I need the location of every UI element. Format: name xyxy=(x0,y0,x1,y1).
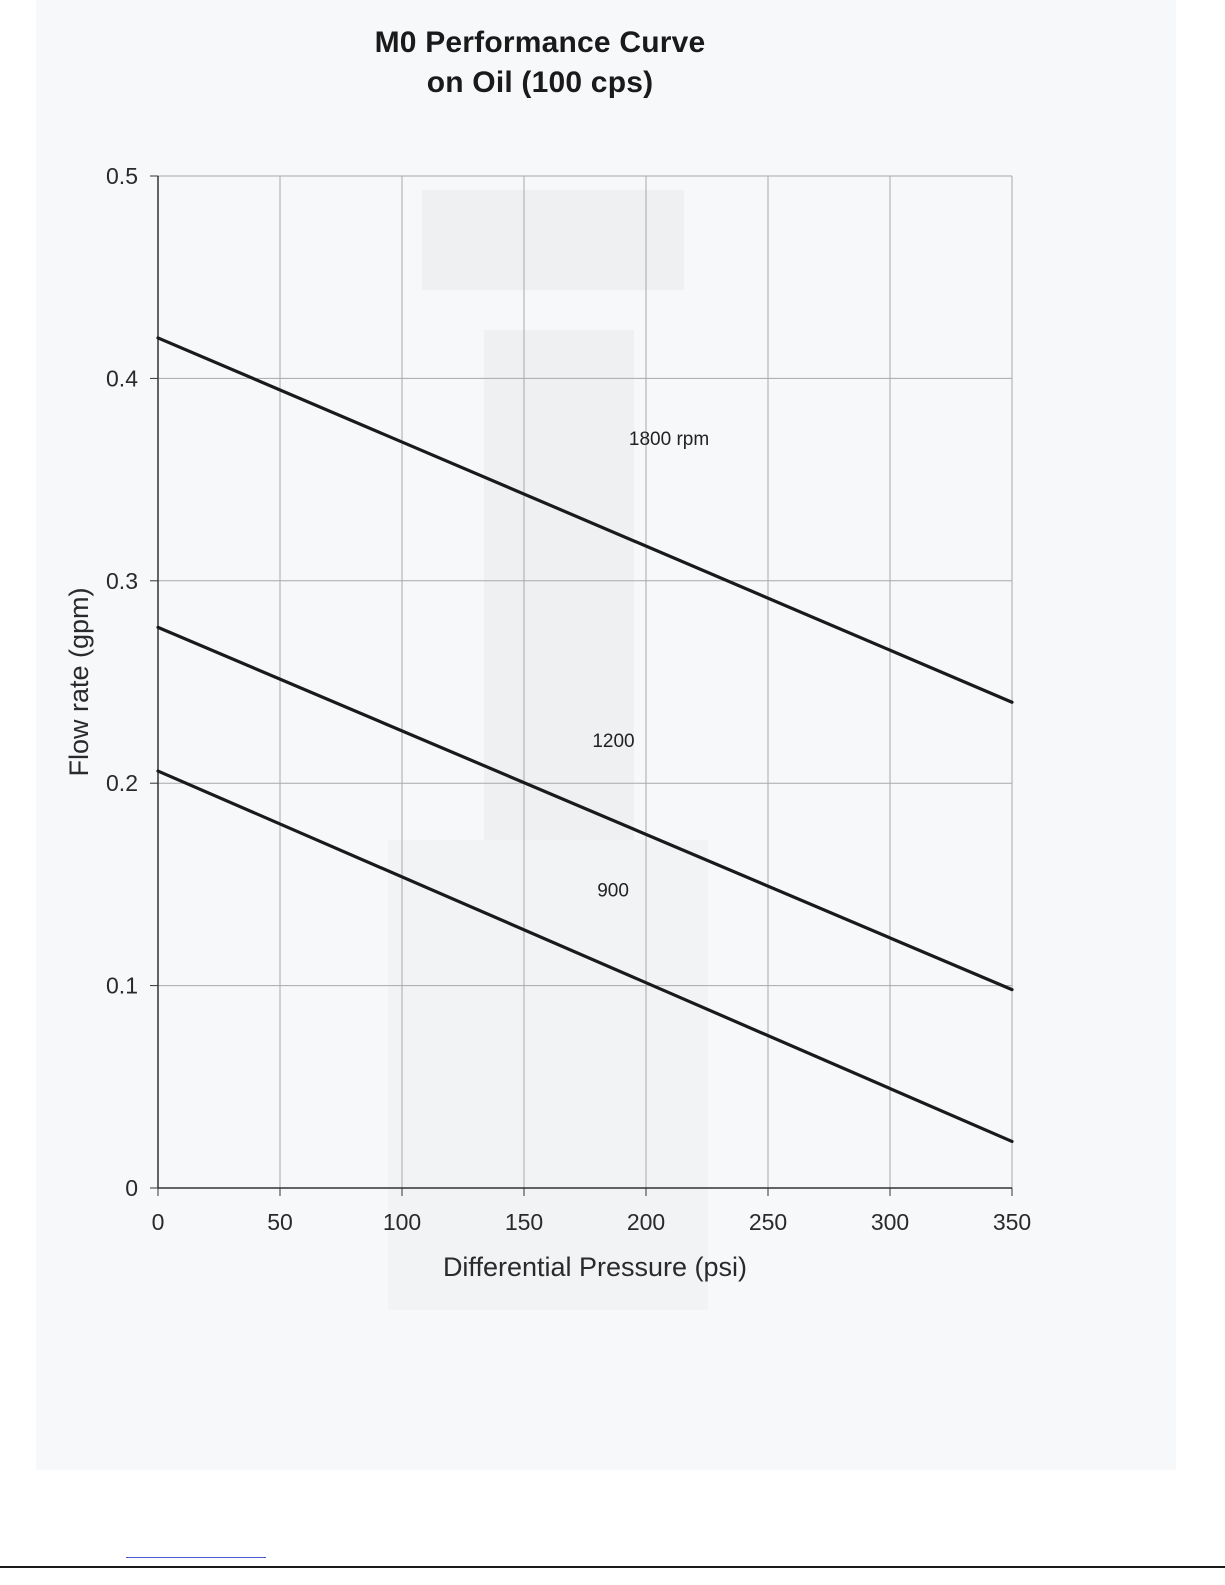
series-line-1 xyxy=(156,336,1014,704)
chart-title: M0 Performance Curve xyxy=(374,26,706,59)
scan-shadow-top xyxy=(422,190,684,290)
page-bottom-rule xyxy=(0,1566,1225,1568)
x-tick-label: 150 xyxy=(505,1209,543,1235)
scanned-page xyxy=(36,0,1176,1470)
series-label: 1200 xyxy=(592,731,634,752)
x-tick-label: 100 xyxy=(383,1209,421,1235)
y-tick-label: 0.1 xyxy=(106,973,138,999)
series-label: 900 xyxy=(597,881,629,902)
series-line-2 xyxy=(156,625,1014,992)
x-axis-title: Differential Pressure (psi) xyxy=(443,1252,747,1282)
x-tick-label: 250 xyxy=(749,1209,787,1235)
y-tick-label: 0.2 xyxy=(106,770,138,796)
y-tick-label: 0.4 xyxy=(106,365,138,391)
x-tick-label: 50 xyxy=(267,1209,293,1235)
x-tick-label: 300 xyxy=(871,1209,909,1235)
scan-shadow-lower xyxy=(388,840,708,1310)
chart-subtitle: on Oil (100 cps) xyxy=(426,66,654,99)
series-label: 1800 rpm xyxy=(629,429,709,450)
y-tick-label: 0 xyxy=(125,1175,138,1201)
series-line-3 xyxy=(156,769,1014,1144)
y-tick-label: 0.3 xyxy=(106,568,138,594)
x-tick-label: 350 xyxy=(993,1209,1031,1235)
page-bottom-mark xyxy=(126,1557,266,1558)
y-axis-title: Flow rate (gpm) xyxy=(64,587,94,776)
y-tick-label: 0.5 xyxy=(106,163,138,189)
x-tick-label: 200 xyxy=(627,1209,665,1235)
x-tick-label: 0 xyxy=(152,1209,165,1235)
